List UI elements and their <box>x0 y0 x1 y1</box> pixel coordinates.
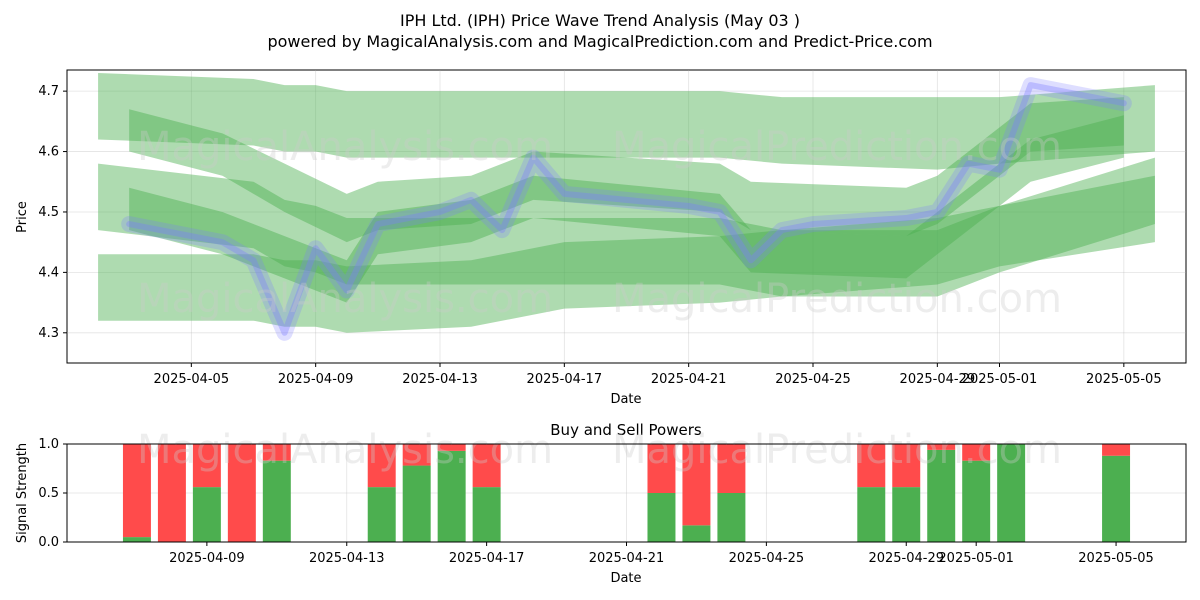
buy-bar <box>437 450 466 542</box>
price-plot: MagicalAnalysis.com MagicalPrediction.co… <box>15 69 1187 407</box>
price-line <box>126 82 1127 336</box>
trend-band <box>129 115 1124 303</box>
signal-y-tick-label: 0.5 <box>38 486 59 501</box>
sell-bar <box>227 444 256 542</box>
buy-bar <box>1102 455 1131 542</box>
sell-bar <box>892 444 921 488</box>
trend-band <box>129 97 1124 243</box>
sell-bar <box>1102 444 1131 456</box>
buy-bar <box>927 449 956 542</box>
sell-bar <box>262 444 291 461</box>
signal-x-label: Date <box>610 571 641 586</box>
signal-x-tick-label: 2025-04-25 <box>729 551 805 566</box>
trend-band <box>98 175 1155 333</box>
chart-title: IPH Ltd. (IPH) Price Wave Trend Analysis… <box>400 11 800 30</box>
price-y-tick-label: 4.6 <box>38 145 59 160</box>
price-y-label: Price <box>15 201 30 233</box>
price-x-tick-label: 2025-04-29 <box>900 372 976 387</box>
watermark-bottom-left: MagicalAnalysis.com <box>137 427 553 473</box>
price-y-ticks: 4.3 4.4 4.5 4.6 4.7 <box>38 84 67 341</box>
buy-bar <box>997 444 1026 542</box>
signal-x-ticks: 2025-04-09 2025-04-13 2025-04-17 2025-04-21… <box>169 542 1154 566</box>
buy-bar <box>892 487 921 542</box>
price-x-tick-label: 2025-04-17 <box>527 372 603 387</box>
signal-x-tick-label: 2025-05-01 <box>938 551 1014 566</box>
buy-bar <box>962 460 991 542</box>
signal-y-tick-label: 0.0 <box>38 535 59 550</box>
watermark-mid-left: MagicalAnalysis.com <box>137 276 553 322</box>
price-y-tick-label: 4.3 <box>38 326 59 341</box>
signal-x-tick-label: 2025-05-05 <box>1078 551 1154 566</box>
watermark-mid-right: MagicalPrediction.com <box>612 276 1062 322</box>
price-line-halo <box>121 77 1132 341</box>
buy-bar <box>367 487 396 542</box>
sell-bar <box>122 444 151 538</box>
watermark-top-left: MagicalAnalysis.com <box>137 124 553 170</box>
trend-band <box>98 157 1155 297</box>
price-x-tick-label: 2025-05-05 <box>1086 372 1162 387</box>
sell-bar <box>472 444 501 488</box>
price-x-tick-label: 2025-04-13 <box>402 372 478 387</box>
watermark-top-right: MagicalPrediction.com <box>612 124 1062 170</box>
sell-bar <box>647 444 676 493</box>
price-line-group <box>121 77 1132 341</box>
signal-x-tick-label: 2025-04-21 <box>589 551 665 566</box>
price-x-tick-label: 2025-04-21 <box>651 372 727 387</box>
buy-bar <box>682 525 711 542</box>
sell-bar <box>157 444 186 542</box>
signal-x-tick-label: 2025-04-17 <box>449 551 525 566</box>
buy-bar <box>262 460 291 542</box>
chart-subtitle: powered by MagicalAnalysis.com and Magic… <box>267 32 932 51</box>
price-x-tick-label: 2025-04-25 <box>775 372 851 387</box>
price-x-label: Date <box>610 392 641 407</box>
buy-bar <box>472 487 501 542</box>
signal-bars <box>122 444 1131 542</box>
price-plot-frame <box>66 69 1187 364</box>
buy-bar <box>717 493 746 542</box>
price-x-tick-label: 2025-05-01 <box>962 372 1038 387</box>
signal-plot-title: Buy and Sell Powers <box>550 421 702 439</box>
price-y-tick-label: 4.4 <box>38 265 59 280</box>
buy-bar <box>122 537 151 542</box>
sell-bar <box>402 444 431 466</box>
signal-plot: Buy and Sell Powers MagicalAnalysis.com … <box>15 421 1187 586</box>
sell-bar <box>367 444 396 488</box>
sell-bar <box>717 444 746 493</box>
price-x-tick-label: 2025-04-05 <box>154 372 230 387</box>
signal-y-tick-label: 1.0 <box>38 437 59 452</box>
sell-bar <box>682 444 711 526</box>
price-x-ticks: 2025-04-05 2025-04-09 2025-04-13 2025-04-17… <box>154 363 1162 387</box>
buy-bar <box>857 487 886 542</box>
buy-bar <box>647 493 676 542</box>
signal-x-tick-label: 2025-04-13 <box>309 551 385 566</box>
signal-x-tick-label: 2025-04-09 <box>169 551 245 566</box>
signal-x-tick-label: 2025-04-29 <box>868 551 944 566</box>
signal-y-ticks: 0.0 0.5 1.0 <box>38 437 67 550</box>
price-y-tick-label: 4.7 <box>38 84 59 99</box>
sell-bar <box>927 444 956 450</box>
price-y-tick-label: 4.5 <box>38 205 59 220</box>
buy-bar <box>192 487 221 542</box>
sell-bar <box>437 444 466 451</box>
watermark-bottom-right: MagicalPrediction.com <box>612 427 1062 473</box>
price-x-tick-label: 2025-04-09 <box>278 372 354 387</box>
buy-bar <box>402 465 431 542</box>
trend-band <box>98 73 1155 170</box>
sell-bar <box>857 444 886 488</box>
price-grid <box>67 70 1186 363</box>
price-bands <box>98 73 1155 333</box>
signal-y-label: Signal Strength <box>15 443 30 543</box>
sell-bar <box>192 444 221 488</box>
sell-bar <box>962 444 991 461</box>
